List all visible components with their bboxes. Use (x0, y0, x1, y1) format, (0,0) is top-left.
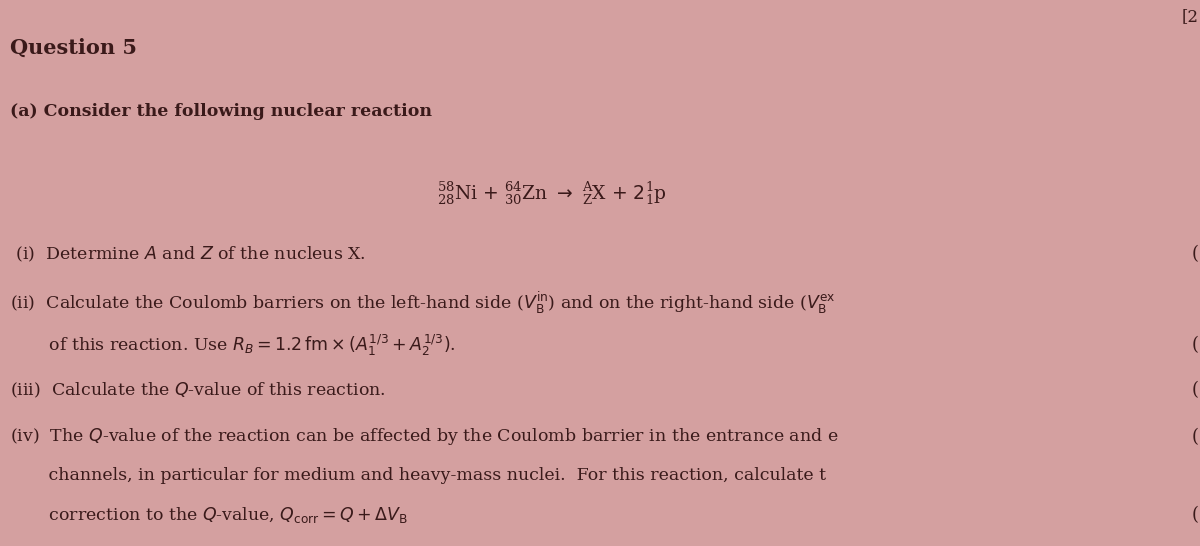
Text: (ii)  Calculate the Coulomb barriers on the left-hand side ($V_{\mathrm{B}}^{\ma: (ii) Calculate the Coulomb barriers on t… (10, 290, 835, 316)
Text: (iii)  Calculate the $Q$-value of this reaction.: (iii) Calculate the $Q$-value of this re… (10, 381, 385, 400)
Text: (: ( (1192, 382, 1199, 399)
Text: (iv)  The $Q$-value of the reaction can be affected by the Coulomb barrier in th: (iv) The $Q$-value of the reaction can b… (10, 426, 838, 447)
Text: channels, in particular for medium and heavy-mass nuclei.  For this reaction, ca: channels, in particular for medium and h… (10, 466, 826, 484)
Text: (: ( (1192, 506, 1199, 524)
Text: (: ( (1192, 245, 1199, 263)
Text: Question 5: Question 5 (10, 38, 137, 58)
Text: $\mathregular{^{58}_{28}}$Ni $+$ $\mathregular{^{64}_{30}}$Zn $\rightarrow$ $\ma: $\mathregular{^{58}_{28}}$Ni $+$ $\mathr… (437, 181, 667, 207)
Text: correction to the $Q$-value, $Q_{\mathrm{corr}} = Q + \Delta V_{\mathrm{B}}$: correction to the $Q$-value, $Q_{\mathrm… (10, 505, 408, 525)
Text: [2: [2 (1182, 8, 1199, 25)
Text: (a) Consider the following nuclear reaction: (a) Consider the following nuclear react… (10, 103, 432, 121)
Text: of this reaction. Use $R_{B} = 1.2\,\mathrm{fm} \times (A_{1}^{1/3} + A_{2}^{1/3: of this reaction. Use $R_{B} = 1.2\,\mat… (10, 332, 455, 358)
Text: (i)  Determine $A$ and $Z$ of the nucleus X.: (i) Determine $A$ and $Z$ of the nucleus… (10, 244, 365, 264)
Text: (: ( (1192, 428, 1199, 446)
Text: (: ( (1192, 336, 1199, 354)
